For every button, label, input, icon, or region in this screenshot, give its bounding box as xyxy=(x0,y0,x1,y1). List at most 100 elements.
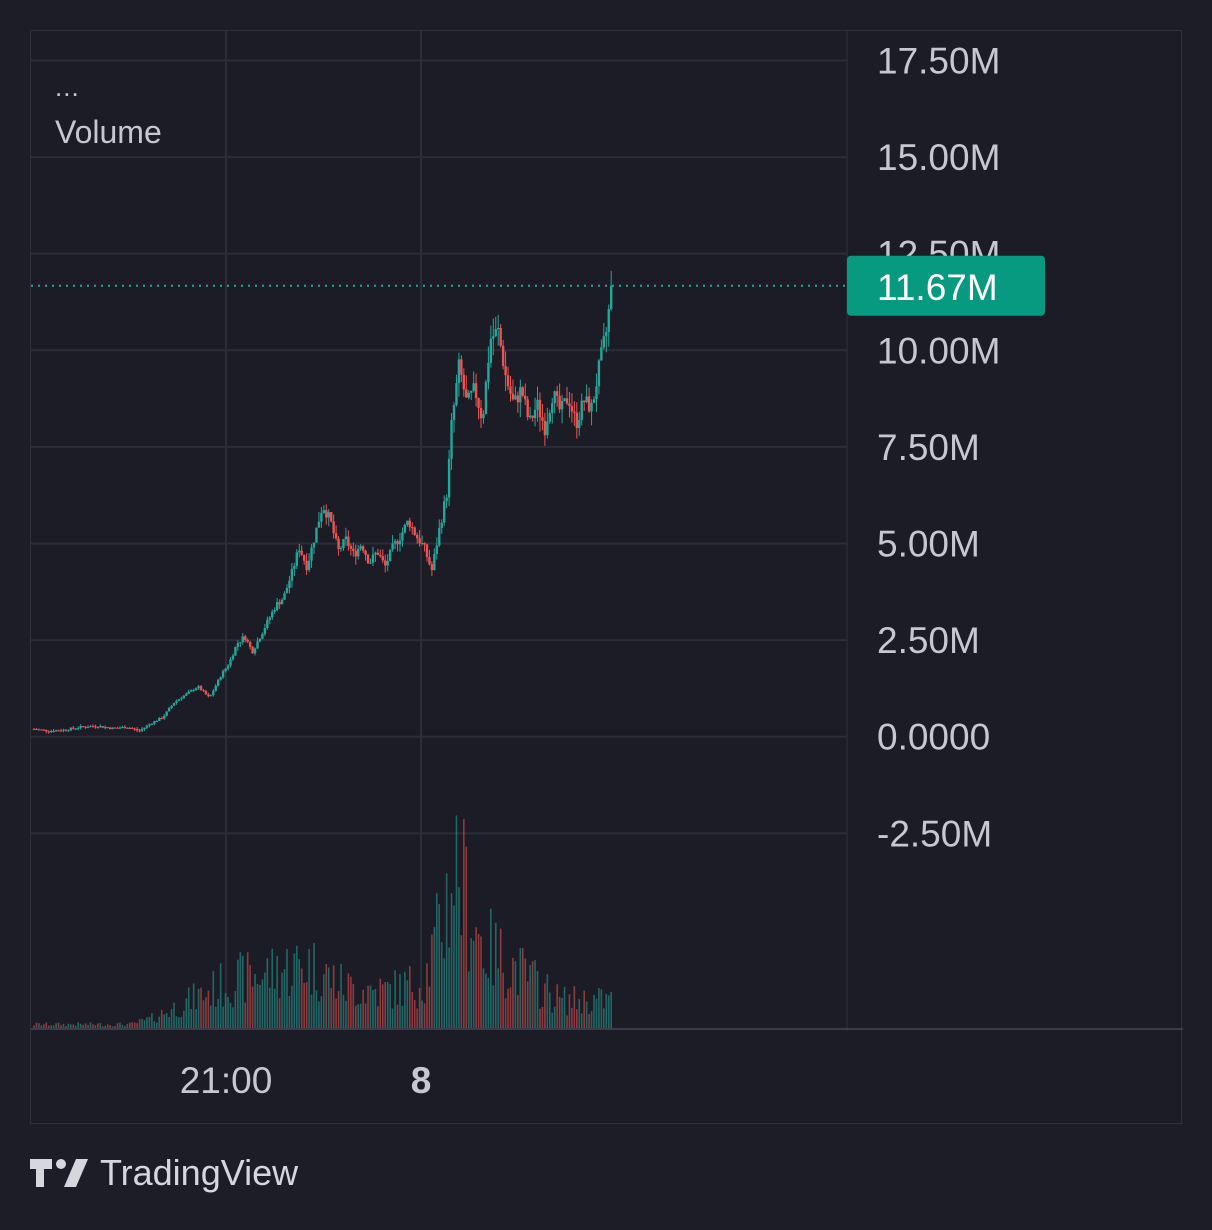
candle-body xyxy=(217,679,220,686)
candle-body xyxy=(327,512,330,518)
volume-bar xyxy=(65,1026,67,1028)
current-value-badge xyxy=(847,255,1045,316)
candle-body xyxy=(347,536,350,546)
volume-bar xyxy=(374,988,377,1028)
legend-more-button[interactable]: ... xyxy=(55,72,80,102)
candle-body xyxy=(506,375,510,387)
candle-body xyxy=(234,646,237,656)
volume-bar xyxy=(330,988,332,1028)
volume-bar xyxy=(254,973,256,1028)
candle-body xyxy=(332,521,335,534)
volume-bar xyxy=(350,976,352,1028)
volume-bar xyxy=(271,948,274,1028)
volume-bar xyxy=(494,922,497,1028)
volume-bar xyxy=(465,846,468,1028)
volume-bar xyxy=(303,983,305,1028)
volume-bar xyxy=(116,1023,119,1028)
volume-bar xyxy=(308,949,310,1028)
candle-body xyxy=(462,374,466,390)
candle-body xyxy=(425,544,429,557)
candle-body xyxy=(371,554,375,563)
candle-body xyxy=(231,655,235,660)
volume-bar xyxy=(300,968,303,1028)
volume-bar xyxy=(190,1009,192,1028)
chart-frame[interactable]: 17.50M 15.00M 12.50M 10.00M 7.50M 5.00M 2.50M 0… xyxy=(30,30,1183,1125)
candle-body xyxy=(162,715,166,719)
volume-bar xyxy=(526,981,529,1028)
candle-body xyxy=(57,730,60,732)
candle-body xyxy=(35,729,38,731)
tradingview-logo[interactable]: TradingView xyxy=(30,1152,298,1194)
volume-bar xyxy=(84,1023,87,1028)
candle-body xyxy=(376,552,380,555)
candle-body xyxy=(359,546,362,549)
candle-body xyxy=(482,414,485,419)
candle-body xyxy=(226,665,230,669)
volume-bar xyxy=(121,1024,124,1028)
candle-body xyxy=(167,708,171,712)
candle-body xyxy=(509,386,512,394)
volume-bar xyxy=(588,1013,590,1028)
volume-bar xyxy=(74,1025,77,1028)
volume-bar xyxy=(323,974,325,1028)
volume-bar xyxy=(327,967,330,1028)
volume-bar xyxy=(413,1000,416,1028)
candle-body xyxy=(153,721,156,724)
volume-bar xyxy=(472,940,475,1028)
candle-body xyxy=(251,646,254,654)
candle-body xyxy=(374,552,377,555)
volume-bar xyxy=(534,960,536,1028)
candle-body xyxy=(322,510,326,513)
volume-bar xyxy=(517,995,519,1028)
volume-bar xyxy=(222,1006,224,1028)
volume-bar xyxy=(229,1002,232,1028)
volume-bar xyxy=(467,971,470,1028)
candle-body xyxy=(268,617,271,620)
volume-bar xyxy=(136,1023,138,1028)
volume-bar xyxy=(482,968,485,1028)
candle-body xyxy=(337,538,340,550)
candle-body xyxy=(565,398,569,404)
volume-bar xyxy=(546,974,549,1028)
candle-body xyxy=(551,403,554,413)
candle-body xyxy=(415,534,419,539)
volume-bar xyxy=(445,873,448,1028)
volume-bar xyxy=(524,958,527,1028)
volume-bar xyxy=(87,1024,89,1028)
volume-bar xyxy=(187,987,190,1028)
volume-bar xyxy=(173,1002,175,1028)
volume-bar xyxy=(101,1026,104,1028)
candle-body xyxy=(430,564,434,570)
candle-body xyxy=(494,329,497,337)
volume-bar xyxy=(399,973,401,1028)
candle-body xyxy=(406,520,409,525)
chart-canvas[interactable]: 17.50M15.00M12.50M10.00M7.50M5.00M2.50M0… xyxy=(31,31,1183,1125)
candle-body xyxy=(587,396,591,412)
candle-body xyxy=(266,619,269,629)
volume-bar xyxy=(106,1024,109,1028)
volume-bar xyxy=(210,1005,212,1028)
volume-bar xyxy=(214,1006,217,1028)
candle-body xyxy=(219,677,222,680)
volume-bar xyxy=(239,952,242,1028)
tradingview-logo-text: TradingView xyxy=(100,1152,299,1193)
volume-bar xyxy=(205,997,207,1028)
volume-bar xyxy=(224,993,227,1028)
candle-body xyxy=(543,420,547,436)
candle-body xyxy=(602,336,606,348)
volume-bar xyxy=(600,989,603,1028)
candle-body xyxy=(241,636,244,643)
volume-bar xyxy=(131,1022,134,1028)
candle-body xyxy=(408,520,411,528)
volume-bar xyxy=(431,934,433,1028)
candle-body xyxy=(492,336,495,339)
volume-bar xyxy=(485,973,487,1028)
candle-body xyxy=(361,546,365,551)
candle-body xyxy=(548,412,551,422)
volume-bar xyxy=(340,963,342,1028)
volume-bar xyxy=(207,990,210,1028)
candle-body xyxy=(504,366,507,376)
volume-bar xyxy=(603,1008,605,1028)
volume-bar xyxy=(244,1002,247,1028)
volume-bar xyxy=(57,1022,60,1028)
